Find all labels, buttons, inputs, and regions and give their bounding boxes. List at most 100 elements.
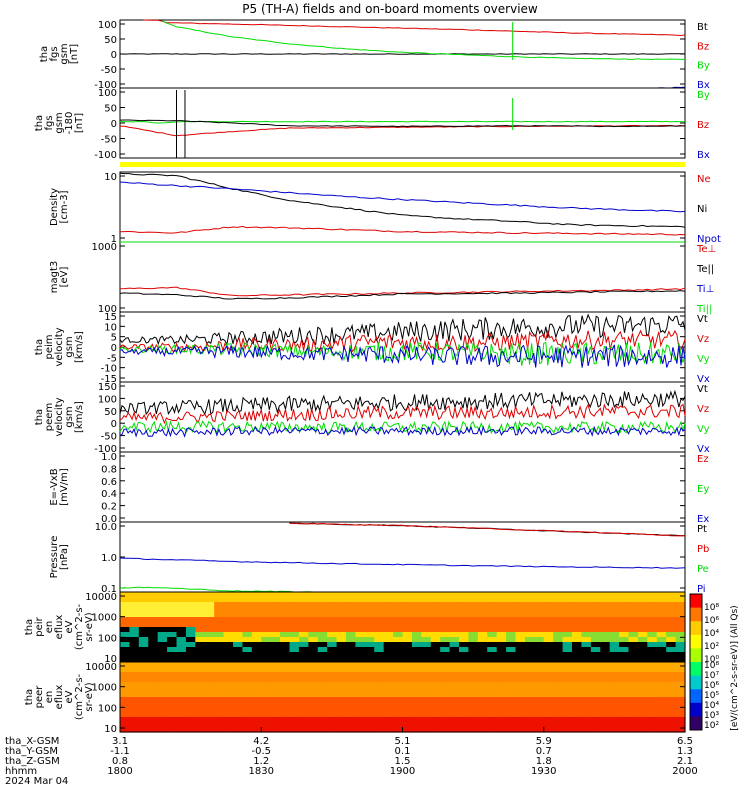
heatmap-cell [364, 692, 375, 698]
heatmap-cell [176, 662, 187, 668]
heatmap-cell [280, 682, 291, 688]
heatmap-cell [440, 702, 451, 708]
heatmap-cell [204, 642, 215, 648]
heatmap-cell [534, 632, 545, 638]
heatmap-cell [619, 667, 630, 673]
heatmap-cell [176, 682, 187, 688]
y-axis-label: peer [34, 685, 45, 709]
heatmap-cell [600, 672, 611, 678]
heatmap-cell [543, 717, 554, 723]
heatmap-cell [261, 597, 272, 603]
heatmap-cell [261, 637, 272, 643]
heatmap-cell [214, 632, 225, 638]
heatmap-cell [524, 657, 535, 663]
heatmap-cell [647, 687, 658, 693]
heatmap-cell [270, 662, 281, 668]
heatmap-cell [647, 692, 658, 698]
heatmap-cell [374, 672, 385, 678]
series-by [119, 120, 686, 124]
heatmap-cell [233, 722, 244, 728]
heatmap-cell [524, 677, 535, 683]
heatmap-cell [214, 657, 225, 663]
heatmap-cell [440, 612, 451, 618]
heatmap-cell [138, 632, 149, 638]
heatmap-cell [506, 692, 517, 698]
heatmap-cell [308, 677, 319, 683]
heatmap-cell [477, 682, 488, 688]
heatmap-cell [477, 607, 488, 613]
heatmap-cell [515, 597, 526, 603]
series-ni [119, 172, 686, 228]
heatmap-cell [383, 672, 394, 678]
heatmap-cell [477, 657, 488, 663]
heatmap-cell [157, 642, 168, 648]
heatmap-cell [148, 682, 159, 688]
heatmap-cell [242, 642, 253, 648]
heatmap-cell [393, 627, 404, 633]
heatmap-cell [374, 632, 385, 638]
heatmap-cell [477, 592, 488, 598]
heatmap-cell [600, 617, 611, 623]
heatmap-cell [421, 727, 432, 733]
legend-pb: Pb [697, 544, 709, 555]
heatmap-cell [204, 667, 215, 673]
heatmap-cell [393, 657, 404, 663]
y-axis-label: E=-VxB [49, 468, 60, 505]
heatmap-cell [487, 652, 498, 658]
legend-vt: Vt [697, 314, 708, 325]
heatmap-cell [402, 632, 413, 638]
heatmap-cell [308, 667, 319, 673]
heatmap-cell [619, 682, 630, 688]
heatmap-cell [590, 647, 601, 653]
heatmap-cell [176, 632, 187, 638]
heatmap-cell [656, 607, 667, 613]
heatmap-cell [534, 727, 545, 733]
heatmap-cell [675, 727, 686, 733]
heatmap-cell [656, 697, 667, 703]
panel-frame [119, 381, 686, 453]
heatmap-cell [619, 622, 630, 628]
heatmap-cell [317, 677, 328, 683]
heatmap-cell [251, 717, 262, 723]
heatmap-cell [430, 607, 441, 613]
heatmap-cell [477, 602, 488, 608]
heatmap-cell [336, 717, 347, 723]
heatmap-cell [628, 617, 639, 623]
heatmap-cell [214, 652, 225, 658]
heatmap-cell [129, 632, 140, 638]
heatmap-cell [572, 692, 583, 698]
heatmap-cell [233, 602, 244, 608]
heatmap-cell [572, 622, 583, 628]
heatmap-cell [440, 627, 451, 633]
heatmap-cell [280, 627, 291, 633]
heatmap-cell [129, 622, 140, 628]
heatmap-cell [506, 602, 517, 608]
heatmap-cell [214, 617, 225, 623]
heatmap-cell [506, 612, 517, 618]
heatmap-cell [214, 667, 225, 673]
heatmap-cell [120, 592, 131, 598]
heatmap-cell [374, 727, 385, 733]
colorbar-segment [690, 621, 702, 636]
heatmap-cell [317, 607, 328, 613]
heatmap-cell [148, 727, 159, 733]
heatmap-cell [138, 672, 149, 678]
heatmap-cell [628, 682, 639, 688]
heatmap-cell [553, 677, 564, 683]
heatmap-cell [242, 662, 253, 668]
heatmap-cell [138, 592, 149, 598]
heatmap-cell [383, 687, 394, 693]
heatmap-cell [270, 617, 281, 623]
heatmap-cell [261, 607, 272, 613]
heatmap-cell [459, 637, 470, 643]
heatmap-cell [496, 647, 507, 653]
heatmap-cell [204, 697, 215, 703]
heatmap-cell [534, 712, 545, 718]
heatmap-cell [157, 612, 168, 618]
heatmap-cell [298, 682, 309, 688]
y-tick-label: -100 [94, 444, 117, 455]
y-tick-label: 10000 [85, 662, 117, 673]
heatmap-cell [176, 707, 187, 713]
heatmap-cell [327, 712, 338, 718]
